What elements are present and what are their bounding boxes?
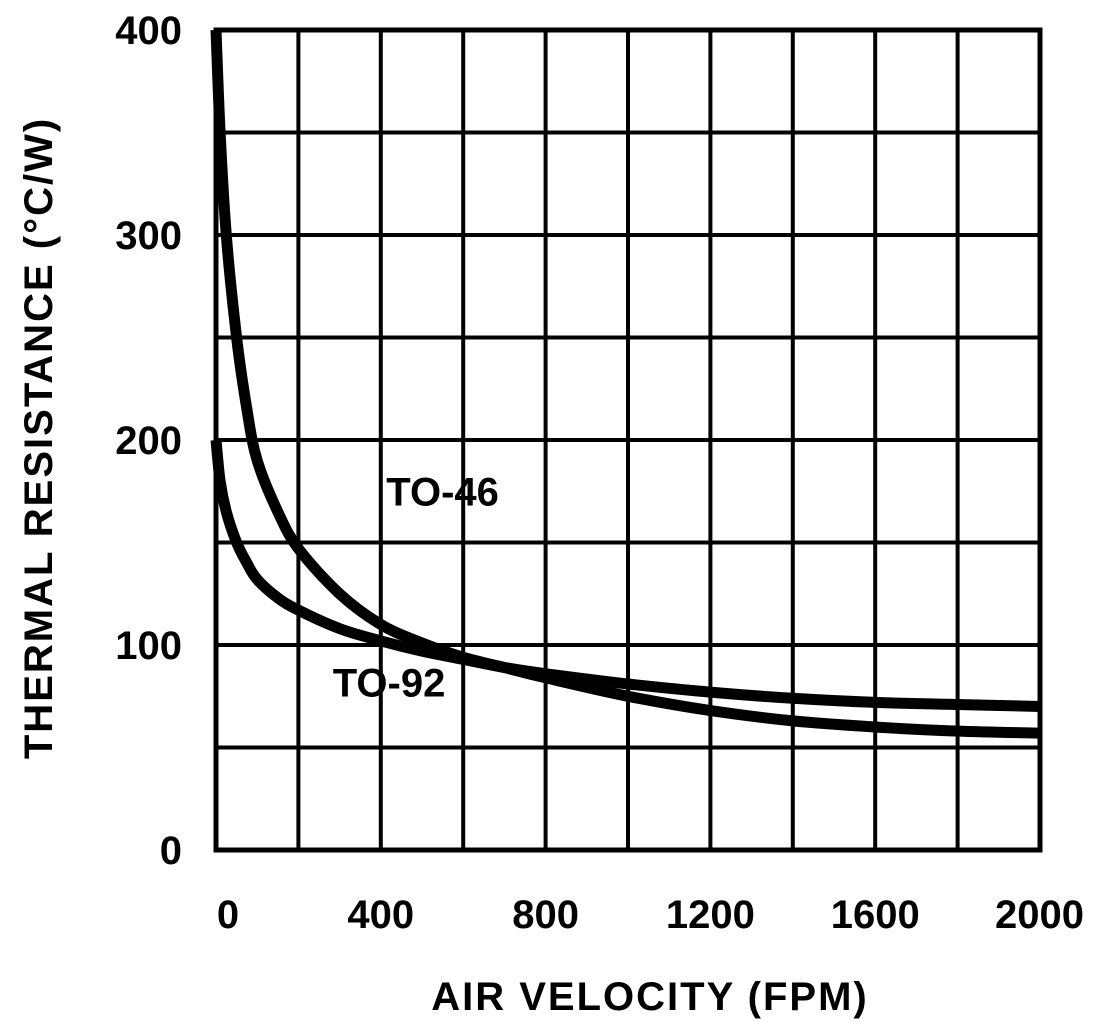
x-axis-title: AIR VELOCITY (FPM): [431, 975, 868, 1019]
y-tick-label: 300: [115, 214, 182, 258]
series-line-to-92: [210, 439, 1041, 712]
plot-frame: [213, 27, 1043, 853]
series-label-to-46: TO-46: [386, 471, 499, 515]
x-tick-label: 2000: [995, 893, 1084, 937]
series-lines: [210, 29, 1041, 739]
x-tick-label: 800: [512, 893, 579, 937]
series-label-to-92: TO-92: [333, 661, 446, 705]
series-line-to-46: [210, 29, 1041, 739]
plot-border: [213, 27, 1043, 853]
y-tick-label: 200: [115, 419, 182, 463]
y-axis-title: THERMAL RESISTANCE (°C/W): [17, 117, 61, 759]
y-tick-label: 0: [160, 829, 182, 873]
tick-labels: 0 100 200 300 400 0 400 800 1200 1600 2000: [115, 9, 1084, 937]
y-tick-label: 400: [115, 9, 182, 53]
x-tick-label: 1200: [666, 893, 755, 937]
x-tick-label: 400: [347, 893, 414, 937]
grid: [216, 30, 1040, 850]
series-annotations: TO-46 TO-92: [333, 471, 499, 706]
y-tick-label: 100: [115, 624, 182, 668]
x-tick-label: 1600: [831, 893, 920, 937]
x-tick-label: 0: [217, 893, 239, 937]
